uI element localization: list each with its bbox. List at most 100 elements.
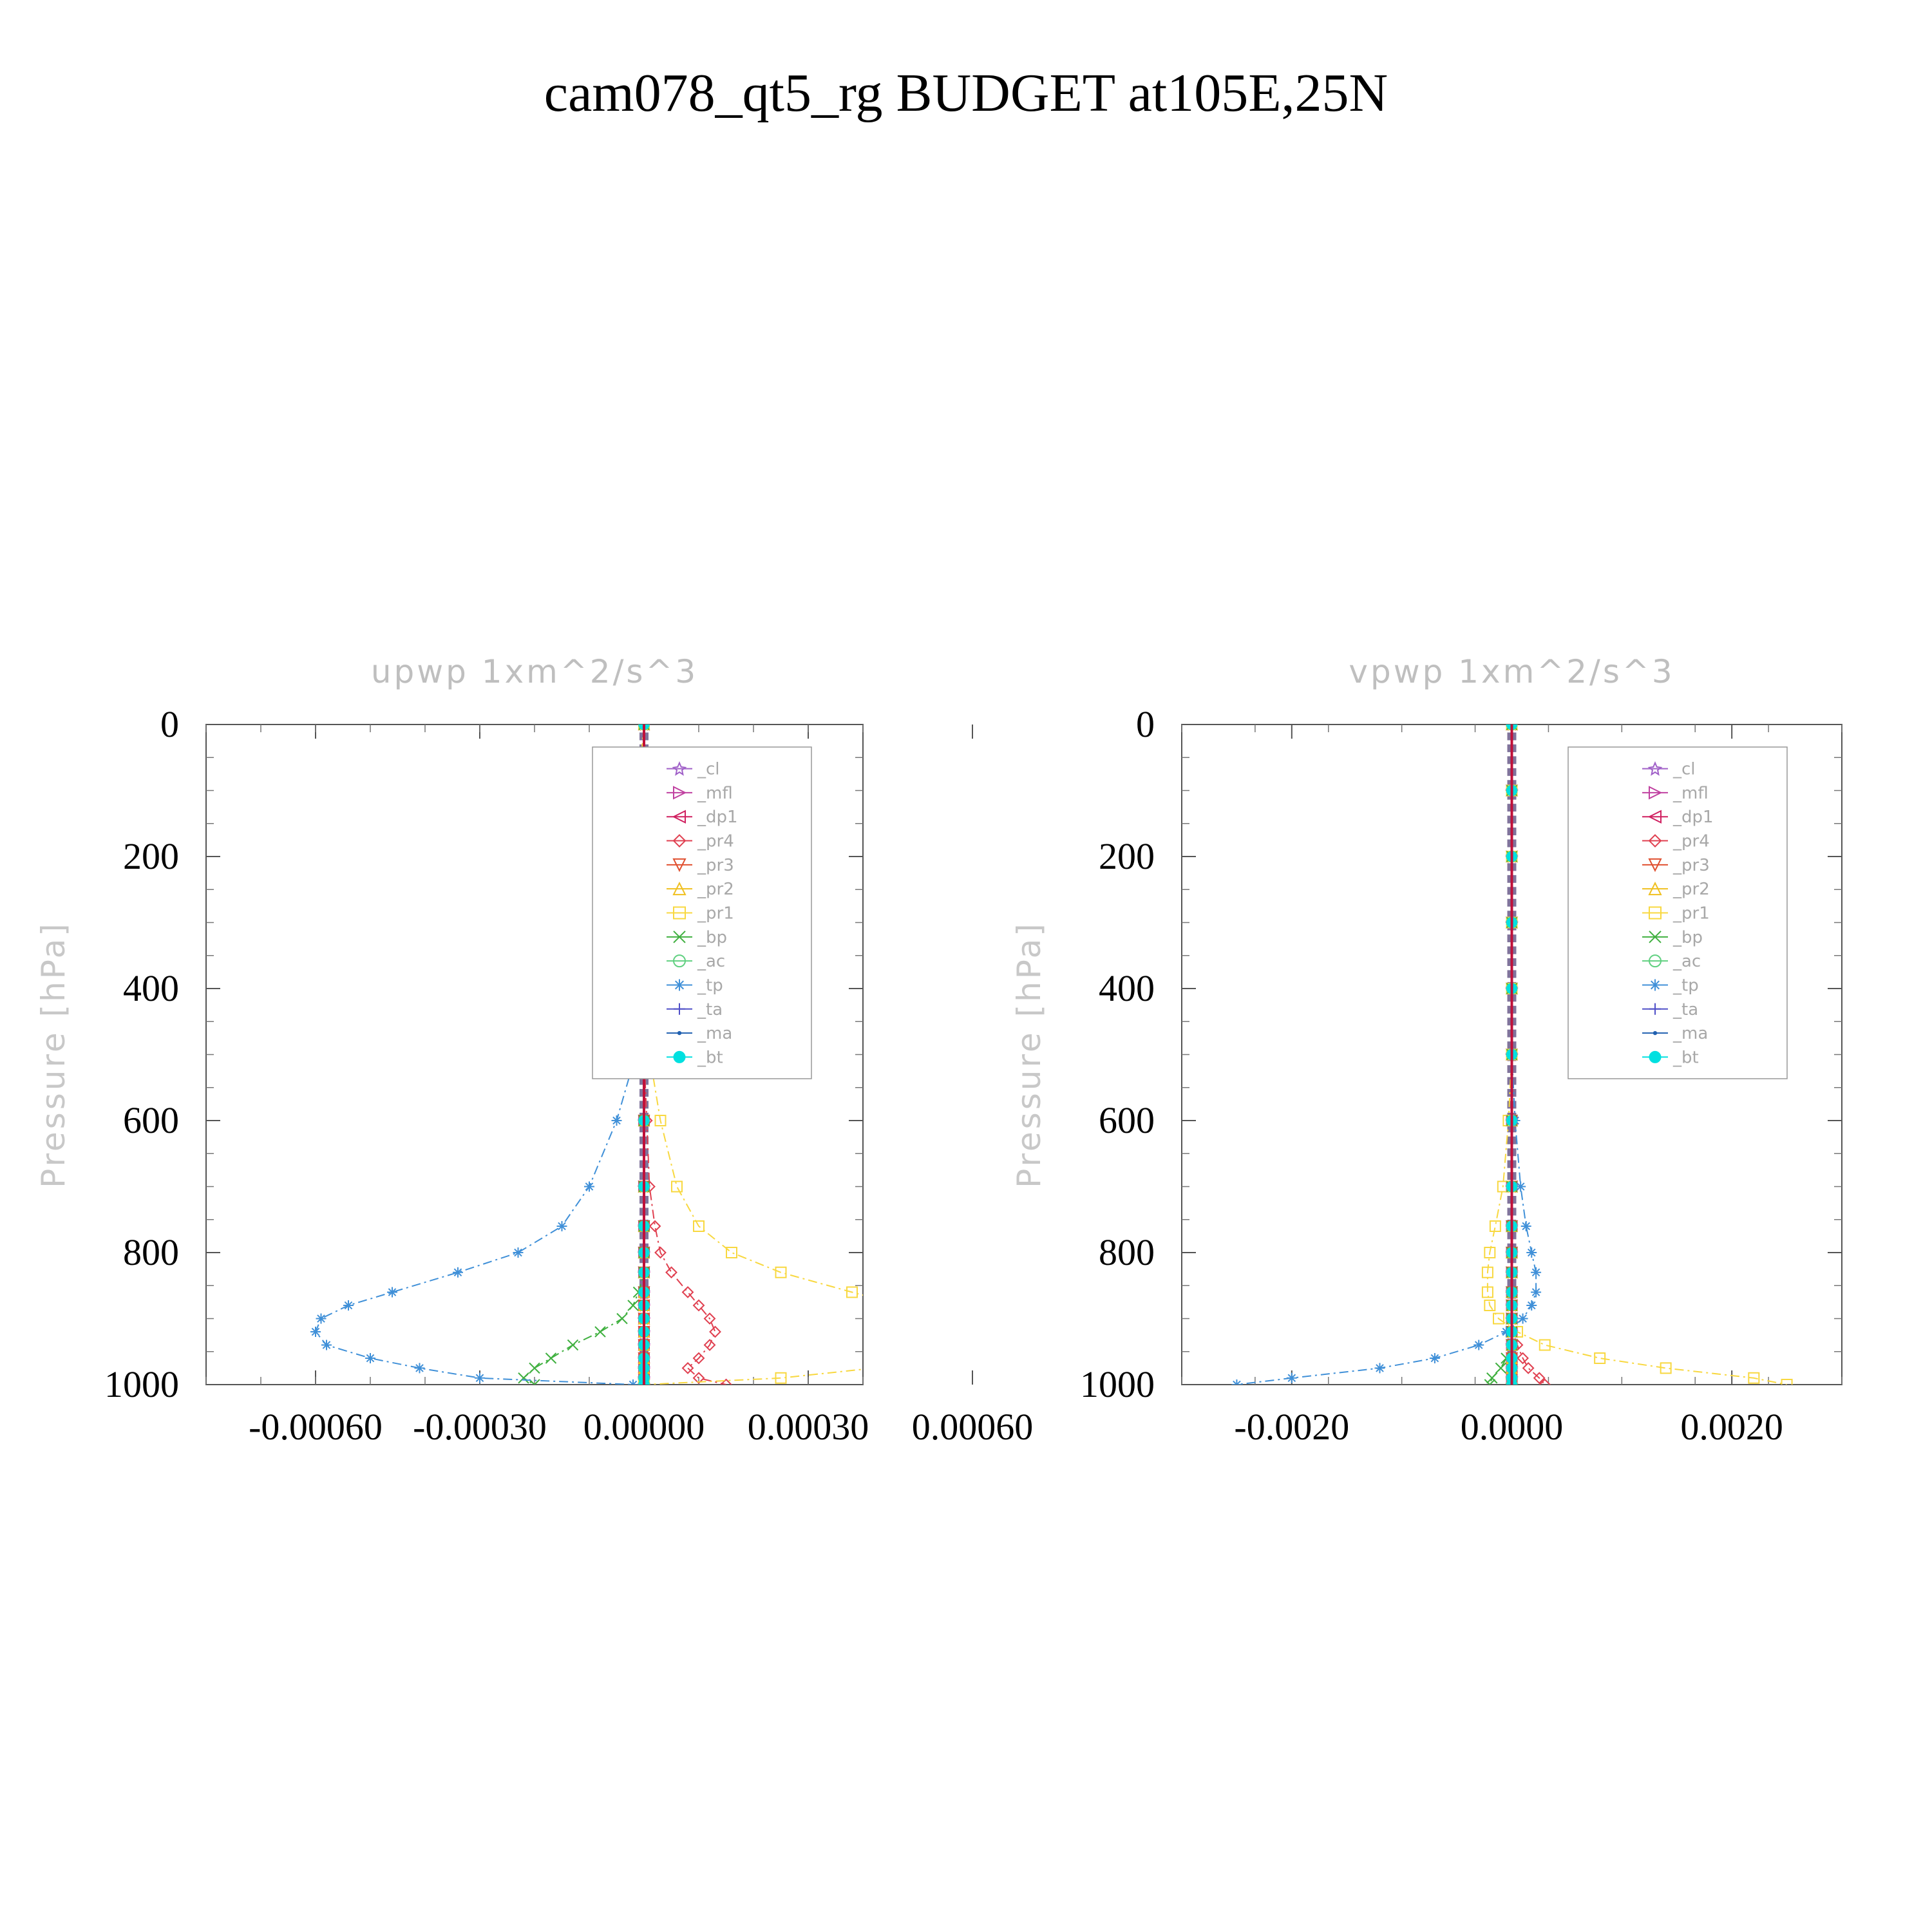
legend-label: _bp — [697, 928, 727, 947]
data-point-tp — [1520, 1221, 1531, 1231]
legend-marker — [1647, 761, 1663, 776]
legend-marker — [673, 931, 686, 943]
legend-marker — [1648, 858, 1662, 873]
data-point-pr1 — [1481, 1266, 1493, 1278]
data-point-tp — [414, 1363, 425, 1374]
data-point-tp — [1473, 1340, 1484, 1350]
figure-title: cam078_qt5_rg BUDGET at105E,25N — [544, 63, 1388, 123]
chart-panel-2: vpwp 1xm^2/s^3 Pressure [hPa] 0 200 400 600 80… — [1010, 653, 1842, 1448]
data-point-tp — [611, 1115, 622, 1126]
legend-label: _pr2 — [1672, 880, 1710, 899]
legend-label: _pr3 — [697, 856, 734, 875]
data-point-pr4 — [692, 1372, 705, 1385]
data-point-pr1 — [1489, 1220, 1501, 1232]
data-point-tp — [1531, 1287, 1542, 1298]
data-point-pr1 — [1493, 1312, 1504, 1325]
data-point-pr1 — [1594, 1352, 1606, 1364]
x-tick-label: 0.00060 — [912, 1406, 1034, 1448]
data-point-pr4 — [654, 1246, 667, 1259]
y-axis-label: Pressure [hPa] — [35, 921, 72, 1188]
panel-title: vpwp 1xm^2/s^3 — [1349, 653, 1674, 690]
data-point-pr4 — [1533, 1372, 1546, 1385]
legend-label: _pr1 — [1672, 904, 1710, 923]
data-point-tp — [1526, 1300, 1537, 1311]
data-point-tp — [316, 1313, 327, 1324]
legend-label: _bt — [1672, 1048, 1699, 1067]
legend-label: _mfl — [1672, 784, 1709, 803]
data-point-pr4 — [703, 1339, 716, 1351]
data-point-pr1 — [940, 1340, 951, 1350]
data-point-bp — [1495, 1362, 1507, 1374]
data-point-pr1 — [693, 1220, 705, 1232]
data-point-tp — [1515, 1181, 1526, 1192]
data-point-pr4 — [681, 1286, 694, 1298]
data-point-tp — [475, 1372, 485, 1383]
legend-label: _ta — [697, 1000, 723, 1019]
legend-marker — [1649, 931, 1662, 943]
data-point-bp — [529, 1362, 540, 1374]
legend-label: _pr2 — [697, 880, 734, 899]
data-point-pr1 — [775, 1372, 787, 1384]
legend-marker — [672, 810, 686, 824]
data-point-tp — [343, 1300, 354, 1311]
data-point-tp — [1374, 1363, 1385, 1374]
data-point-tp — [310, 1327, 321, 1337]
data-point-bp — [518, 1372, 529, 1384]
data-point-pr4 — [1517, 1352, 1529, 1365]
data-point-pr1 — [654, 1115, 667, 1126]
y-tick-label: 400 — [1099, 967, 1155, 1009]
data-point-pr1 — [945, 1327, 956, 1337]
data-point-tp — [321, 1340, 332, 1350]
data-point-tp — [1531, 1267, 1542, 1278]
legend-marker — [672, 834, 687, 848]
data-point-tp — [365, 1353, 375, 1363]
data-point-pr1 — [846, 1286, 858, 1298]
legend: _cl _mfl _dp1 _pr4 _pr3 _pr2 _pr1 _bp _ac _tp _ta _… — [592, 746, 812, 1079]
legend-marker — [673, 786, 687, 800]
data-point-pr4 — [692, 1352, 705, 1365]
legend-marker — [673, 906, 686, 920]
legend-marker — [1649, 1003, 1661, 1015]
legend-box — [592, 746, 812, 1079]
y-tick-label: 600 — [123, 1099, 179, 1141]
legend-marker — [1649, 786, 1663, 800]
y-tick-label: 0 — [160, 703, 179, 745]
data-point-pr1 — [726, 1247, 737, 1258]
x-tick-label: -0.00030 — [413, 1406, 547, 1448]
data-point-tp — [1286, 1372, 1297, 1383]
legend-marker — [673, 954, 686, 968]
data-point-pr4 — [665, 1266, 677, 1279]
x-tick-label: 0.00030 — [748, 1406, 869, 1448]
legend-marker — [674, 979, 685, 991]
data-point-tp — [387, 1287, 397, 1298]
y-tick-label: 200 — [1099, 835, 1155, 877]
legend-label: _pr3 — [1672, 856, 1710, 875]
legend-label: _tp — [697, 976, 723, 995]
legend-label: _cl — [1672, 760, 1696, 779]
data-point-tp — [556, 1221, 567, 1231]
data-point-bp — [545, 1352, 557, 1364]
data-point-pr1 — [869, 1363, 879, 1373]
data-point-pr4 — [692, 1299, 705, 1312]
x-tick-label: 0.00000 — [583, 1406, 705, 1448]
legend-marker — [672, 858, 687, 873]
data-point-tp — [1501, 1327, 1511, 1337]
x-tick-label: -0.0020 — [1234, 1406, 1349, 1448]
data-point-pr4 — [1522, 1361, 1535, 1374]
legend-marker — [1649, 954, 1662, 968]
legend-label: _mfl — [697, 784, 733, 803]
legend-label: _pr4 — [1672, 832, 1710, 851]
legend-marker — [674, 1003, 685, 1015]
y-tick-label: 0 — [1136, 703, 1155, 745]
legend-box — [1567, 746, 1788, 1079]
data-point-pr1 — [1660, 1362, 1672, 1374]
legend-marker — [673, 1050, 686, 1063]
legend-label: _ma — [697, 1024, 732, 1043]
data-point-tp — [584, 1181, 594, 1192]
y-tick-label: 800 — [123, 1231, 179, 1273]
legend-marker — [1649, 1050, 1662, 1063]
legend-marker — [1649, 979, 1661, 991]
data-point-pr4 — [649, 1220, 661, 1233]
data-point-bp — [616, 1312, 628, 1325]
